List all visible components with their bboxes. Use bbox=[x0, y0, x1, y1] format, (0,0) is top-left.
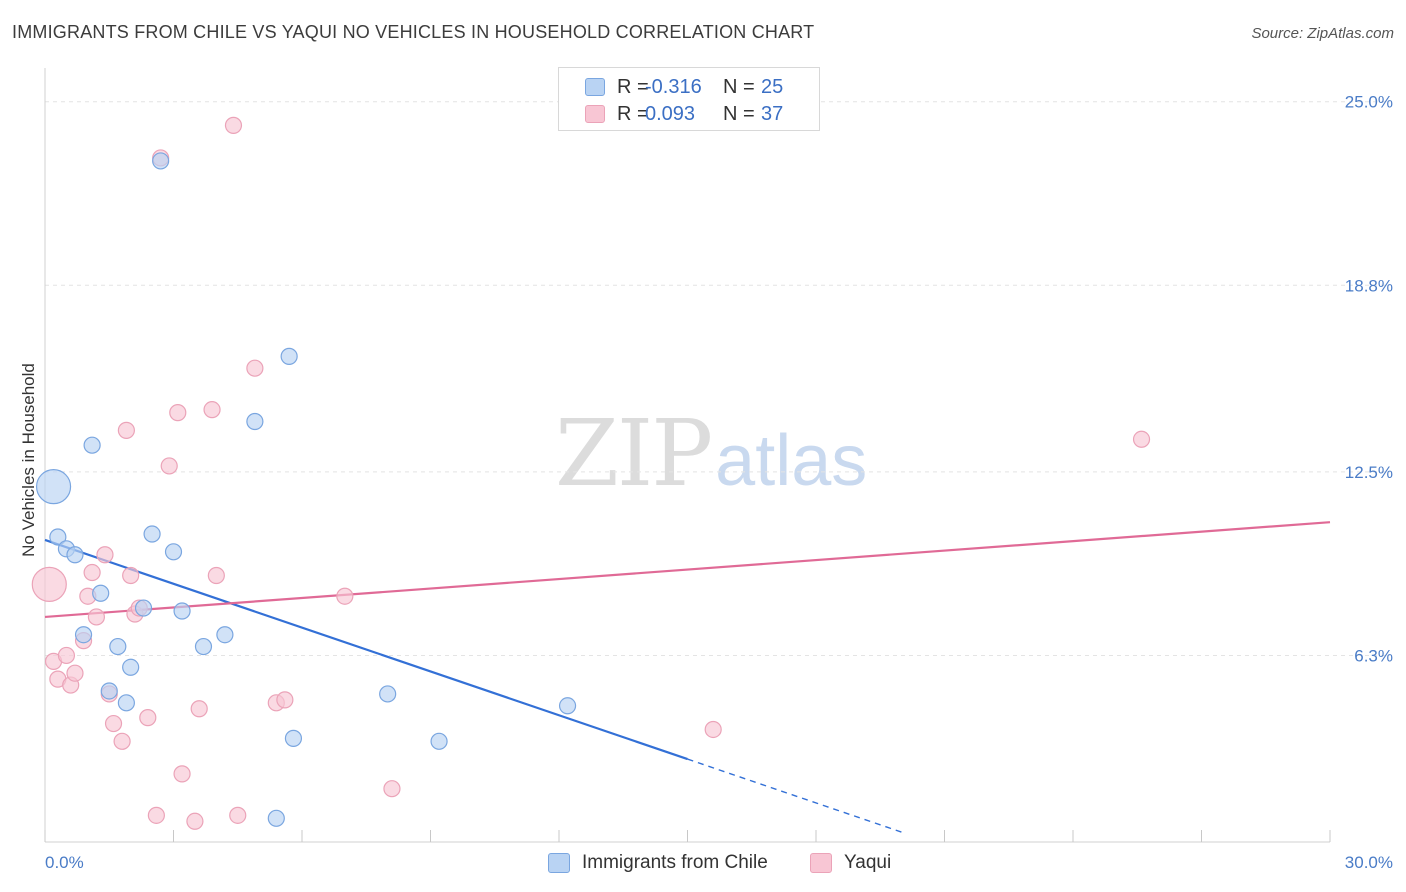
chile-point bbox=[92, 584, 110, 602]
yaqui-point bbox=[87, 608, 106, 626]
yaqui-point bbox=[66, 664, 84, 682]
chile-point bbox=[284, 729, 303, 747]
yaqui-point bbox=[246, 359, 264, 377]
yaqui-point bbox=[224, 116, 243, 134]
yaqui-point bbox=[229, 806, 247, 824]
yaqui-point bbox=[122, 566, 140, 585]
chart-title: IMMIGRANTS FROM CHILE VS YAQUI NO VEHICL… bbox=[12, 22, 815, 42]
legend-n-value: 25 bbox=[761, 75, 784, 98]
chile-trend-extension bbox=[687, 758, 902, 833]
trend-lines bbox=[44, 521, 1331, 833]
yaqui-point bbox=[704, 720, 722, 739]
axes bbox=[44, 68, 1331, 843]
series-legend: Immigrants from Chile Yaqui bbox=[0, 852, 1406, 878]
chile-point bbox=[109, 637, 127, 656]
chile-point bbox=[164, 543, 183, 561]
yaqui-trend-line bbox=[44, 521, 1331, 619]
yaqui-point bbox=[113, 732, 131, 750]
y-tick-label: 6.3% bbox=[1354, 646, 1393, 665]
legend-row-yaqui: R = 0.093 N = 37 bbox=[585, 102, 783, 126]
yaqui-point bbox=[336, 587, 354, 605]
chile-point bbox=[152, 152, 170, 170]
series-swatch-chile bbox=[548, 853, 570, 873]
data-points bbox=[31, 116, 1151, 830]
chile-point bbox=[143, 525, 161, 543]
yaqui-point bbox=[276, 691, 294, 709]
chile-point bbox=[194, 637, 213, 656]
legend-n-label: N = bbox=[723, 102, 755, 125]
yaqui-point bbox=[383, 780, 401, 798]
y-tick-label: 12.5% bbox=[1345, 463, 1393, 482]
legend-swatch-chile bbox=[585, 78, 605, 96]
yaqui-point bbox=[83, 563, 101, 582]
legend-r-value: 0.093 bbox=[645, 102, 696, 125]
legend-n-value: 37 bbox=[761, 102, 784, 125]
yaqui-point bbox=[147, 806, 165, 824]
yaqui-point bbox=[207, 566, 225, 585]
yaqui-point bbox=[96, 546, 114, 564]
yaqui-point bbox=[117, 421, 135, 439]
series-legend-yaqui: Yaqui bbox=[810, 852, 891, 874]
chile-point bbox=[558, 697, 577, 715]
yaqui-point bbox=[139, 709, 157, 727]
yaqui-point bbox=[57, 646, 76, 665]
legend-row-chile: R = -0.316 N = 25 bbox=[585, 75, 783, 99]
chile-point bbox=[117, 694, 135, 712]
y-tick-label: 25.0% bbox=[1345, 93, 1393, 112]
yaqui-point bbox=[1132, 430, 1151, 448]
chile-point bbox=[173, 602, 191, 620]
legend-r-value: -0.316 bbox=[645, 75, 702, 98]
chile-point bbox=[83, 436, 101, 454]
chile-point bbox=[246, 412, 264, 431]
legend-r-label: R = bbox=[617, 75, 649, 98]
series-swatch-yaqui bbox=[810, 853, 832, 873]
source-attribution: Source: ZipAtlas.com bbox=[1251, 25, 1394, 42]
yaqui-point bbox=[186, 812, 204, 830]
y-axis-label: No Vehicles in Household bbox=[19, 363, 38, 557]
series-legend-chile-label: Immigrants from Chile bbox=[582, 852, 768, 873]
yaqui-point bbox=[31, 566, 67, 602]
x-tick-label: 30.0% bbox=[1345, 853, 1393, 872]
yaqui-point bbox=[173, 765, 191, 783]
chile-point bbox=[430, 732, 448, 750]
chile-point bbox=[216, 626, 234, 644]
chile-point bbox=[66, 546, 84, 564]
legend-n-label: N = bbox=[723, 75, 755, 98]
x-tick-label: 0.0% bbox=[45, 853, 84, 872]
chile-point bbox=[35, 469, 72, 505]
yaqui-point bbox=[203, 401, 221, 419]
yaqui-point bbox=[190, 700, 208, 718]
chile-point bbox=[267, 809, 285, 827]
chile-point bbox=[122, 658, 140, 676]
tick-labels: 6.3% 12.5% 18.8% 25.0% 0.0% 30.0% No Vehicles … bbox=[19, 93, 1393, 872]
gridlines bbox=[45, 101, 1390, 656]
chile-point bbox=[74, 626, 93, 644]
legend-r-label: R = bbox=[617, 102, 649, 125]
chile-point bbox=[280, 347, 298, 365]
series-legend-yaqui-label: Yaqui bbox=[844, 852, 892, 873]
watermark: ZIPatlas bbox=[555, 400, 867, 507]
yaqui-point bbox=[160, 457, 178, 475]
series-legend-chile: Immigrants from Chile bbox=[548, 852, 768, 874]
correlation-legend: R = -0.316 N = 25 R = 0.093 N = 37 bbox=[558, 67, 820, 131]
watermark-zip: ZIP bbox=[555, 400, 713, 507]
chile-point bbox=[379, 685, 397, 703]
chile-point bbox=[134, 599, 153, 617]
chile-trend-line bbox=[44, 538, 688, 761]
watermark-atlas: atlas bbox=[715, 421, 868, 501]
chile-point bbox=[49, 528, 67, 546]
legend-swatch-yaqui bbox=[585, 105, 605, 123]
chile-point bbox=[100, 682, 118, 700]
yaqui-point bbox=[104, 714, 123, 733]
yaqui-point bbox=[169, 404, 187, 422]
y-tick-label: 18.8% bbox=[1345, 276, 1393, 295]
